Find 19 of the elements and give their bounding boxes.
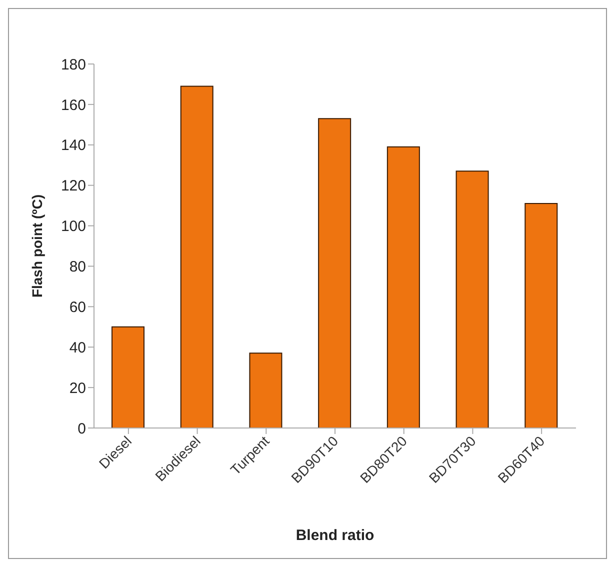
y-tick-label: 180 [60,56,86,74]
y-tick-label: 140 [60,137,86,154]
y-tick-label: 20 [69,380,86,397]
y-tick-label: 80 [69,258,86,276]
bar [386,146,420,428]
y-tick-label: 160 [60,96,86,114]
y-tick-label: 120 [60,178,86,195]
y-tick-label: 100 [60,218,86,236]
bar [249,352,282,428]
y-tick-label: 0 [78,420,86,438]
bar [524,203,558,428]
bar [318,118,352,428]
y-tick-label: 60 [69,298,86,316]
bar [456,170,489,428]
y-axis-title: Flash point (ºC) [28,194,45,298]
y-tick-label: 40 [69,339,86,356]
bar [180,86,214,428]
bar [112,326,144,428]
x-axis-title: Blend ratio [296,527,374,544]
